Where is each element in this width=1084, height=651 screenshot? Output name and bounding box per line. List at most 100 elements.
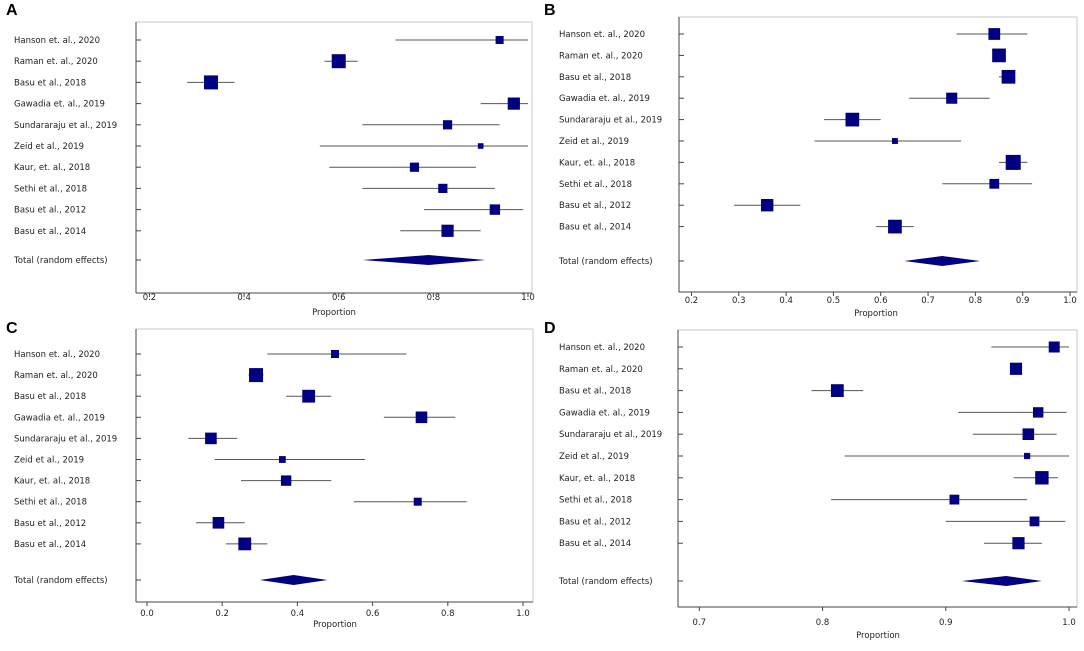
study-label: Raman et. al., 2020 — [559, 365, 643, 375]
x-tick-label: 0.4 — [291, 609, 305, 619]
study-marker — [212, 517, 225, 529]
x-axis-title: Proportion — [854, 309, 898, 319]
forest-plot-d: D Hanson et. al., 2020 Raman et. al., 202… — [542, 318, 1084, 651]
study-label: Kaur, et. al., 2018 — [559, 158, 635, 168]
study-marker — [442, 120, 453, 130]
study-label: Hanson et. al., 2020 — [559, 30, 645, 40]
study-marker — [489, 204, 501, 215]
study-marker — [409, 162, 420, 172]
study-label: Raman et. al., 2020 — [559, 51, 643, 61]
study-marker — [760, 199, 774, 212]
study-label: Gawadia et. al., 2019 — [559, 94, 650, 104]
study-label: Sethi et al., 2018 — [559, 180, 632, 190]
study-label: Raman et. al., 2020 — [14, 57, 98, 67]
x-tick-label: 0.9 — [1016, 296, 1030, 306]
panel-letter-b: B — [544, 2, 556, 19]
panel-letter-d: D — [544, 320, 556, 337]
study-marker — [495, 36, 504, 44]
plot-frame — [678, 16, 1078, 293]
study-label: Sethi et al., 2018 — [559, 496, 632, 506]
forest-plot-c-svg: Hanson et. al., 2020 Raman et. al., 2020 B… — [13, 328, 534, 630]
forest-plot-c: C Hanson et. al., 2020 Raman et. al., 202… — [0, 318, 542, 651]
study-label: Gawadia et. al., 2019 — [14, 413, 105, 423]
study-marker — [949, 494, 960, 505]
study-marker — [278, 456, 286, 463]
study-marker — [1048, 341, 1060, 353]
x-tick-label: 1.0 — [521, 293, 535, 303]
total-label: Total (random effects) — [13, 576, 108, 586]
study-marker — [891, 138, 898, 144]
study-marker — [845, 112, 860, 127]
study-label: Basu et al., 2018 — [14, 392, 86, 402]
study-label: Sethi et al., 2018 — [14, 184, 87, 194]
study-label: Basu et al., 2012 — [559, 201, 631, 211]
study-marker — [1022, 428, 1035, 440]
study-marker — [477, 143, 484, 149]
study-marker — [1012, 537, 1025, 550]
study-label: Basu et al., 2018 — [559, 387, 631, 397]
x-tick-label: 0.6 — [366, 609, 380, 619]
study-marker — [992, 48, 1006, 63]
study-marker — [1035, 471, 1049, 485]
x-tick-label: 0.2 — [215, 609, 229, 619]
x-tick-label: 1.0 — [1063, 296, 1077, 306]
study-label: Sundararaju et al., 2019 — [14, 434, 117, 444]
panel-letter-a: A — [6, 2, 18, 19]
study-label: Kaur, et. al., 2018 — [14, 477, 90, 487]
study-label: Hanson et. al., 2020 — [14, 350, 100, 360]
x-axis-title: Proportion — [856, 631, 900, 641]
study-marker — [1005, 154, 1021, 170]
x-tick-label: 0.8 — [969, 296, 983, 306]
x-tick-label: 0.8 — [816, 618, 830, 628]
study-marker — [989, 178, 1000, 189]
panel-letter-c: C — [6, 320, 18, 337]
study-label: Gawadia et. al., 2019 — [14, 100, 105, 110]
study-marker — [203, 75, 218, 90]
forest-plot-b: B Hanson et. al., 2020 Raman et. al., 202… — [542, 0, 1084, 319]
x-tick-label: 0.2 — [143, 293, 157, 303]
study-label: Basu et al., 2014 — [559, 223, 631, 233]
study-label: Zeid et al., 2019 — [559, 452, 629, 462]
study-marker — [1029, 516, 1040, 527]
study-marker — [302, 389, 316, 403]
plot-frame — [135, 328, 534, 603]
study-marker — [205, 432, 217, 445]
forest-plot-d-svg: Hanson et. al., 2020 Raman et. al., 2020 B… — [558, 329, 1078, 641]
x-tick-label: 0.5 — [827, 296, 841, 306]
forest-plot-a-svg: Hanson et. al., 2020 Raman et. al., 2020 B… — [13, 21, 535, 318]
x-tick-label: 0.0 — [140, 609, 154, 619]
study-label: Basu et al., 2014 — [14, 540, 86, 550]
x-tick-label: 1.0 — [516, 609, 530, 619]
study-marker — [441, 224, 454, 237]
study-marker — [1024, 452, 1031, 460]
x-axis-title: Proportion — [312, 308, 356, 318]
total-label: Total (random effects) — [13, 256, 108, 266]
x-tick-label: 0.8 — [427, 293, 441, 303]
study-marker — [438, 183, 448, 193]
study-marker — [280, 475, 292, 486]
study-label: Basu et al., 2018 — [559, 73, 631, 83]
study-label: Sundararaju et al., 2019 — [559, 430, 662, 440]
forest-plot-b-svg: Hanson et. al., 2020 Raman et. al., 2020 B… — [558, 16, 1078, 319]
study-marker — [988, 28, 1001, 40]
study-marker — [507, 97, 520, 110]
study-label: Basu et al., 2014 — [559, 539, 631, 549]
total-label: Total (random effects) — [558, 577, 653, 587]
x-tick-label: 0.8 — [441, 609, 455, 619]
x-tick-label: 0.2 — [685, 296, 699, 306]
total-diamond — [961, 576, 1042, 586]
study-marker — [249, 368, 264, 383]
study-marker — [331, 350, 339, 358]
study-marker — [331, 54, 346, 69]
x-tick-label: 1.0 — [1062, 618, 1076, 628]
study-marker — [888, 219, 902, 234]
study-label: Sethi et al., 2018 — [14, 498, 87, 508]
study-label: Zeid et al., 2019 — [14, 456, 84, 466]
x-axis-title: Proportion — [313, 620, 357, 630]
x-tick-label: 0.6 — [332, 293, 346, 303]
x-tick-label: 0.7 — [693, 618, 707, 628]
x-tick-label: 0.4 — [237, 293, 251, 303]
study-label: Kaur, et. al., 2018 — [14, 163, 90, 173]
study-marker — [1001, 69, 1016, 84]
study-label: Hanson et. al., 2020 — [14, 36, 100, 46]
